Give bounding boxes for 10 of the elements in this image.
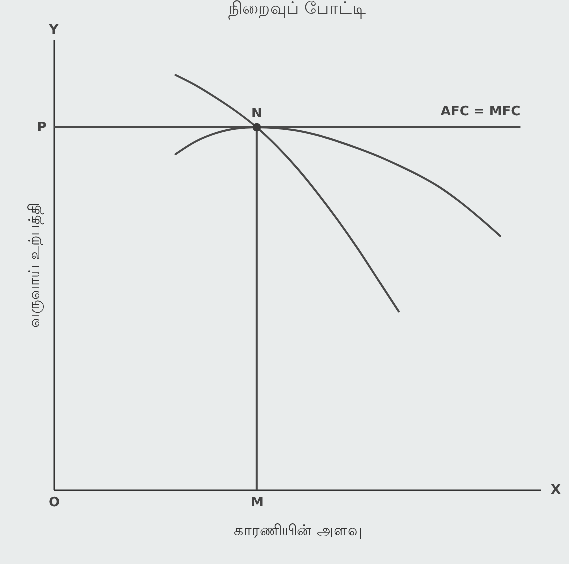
y-axis-title: வருவாய் உற்பத்தி	[26, 203, 44, 328]
x-tick-label: O	[48, 496, 60, 510]
ref-line-label: P	[37, 120, 47, 136]
text: Y	[48, 23, 60, 38]
annotation: AFC = MFC	[440, 104, 521, 120]
x-axis-title: காரணியின் அளவு	[234, 522, 362, 540]
annotation: N	[251, 106, 262, 122]
x-tick-label: M	[250, 496, 264, 510]
text: X	[551, 483, 562, 498]
chart-title: நிறைவுப் போட்டி	[228, 0, 367, 20]
